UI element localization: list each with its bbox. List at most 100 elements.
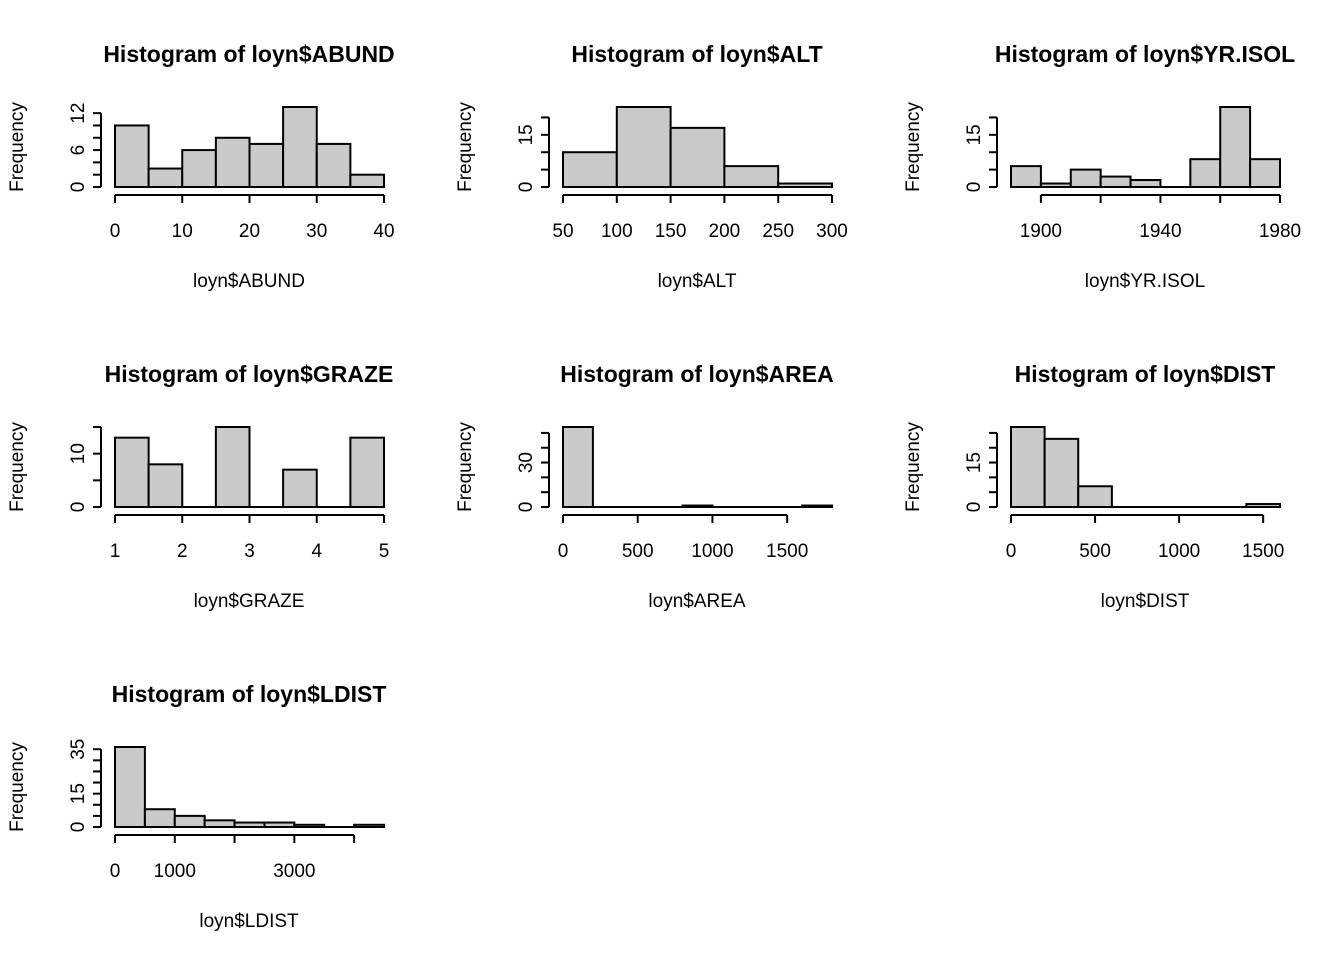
histogram-bar <box>349 436 385 508</box>
x-tick-label: 0 <box>1006 541 1017 562</box>
histogram-bar <box>1010 426 1046 508</box>
chart-title: Histogram of loyn$ABUND <box>103 41 394 67</box>
y-tick-label: 35 <box>68 739 89 760</box>
histogram-bar <box>173 814 206 829</box>
histogram-bar <box>1077 485 1113 508</box>
x-tick-label: 0 <box>110 221 121 242</box>
x-tick-label: 40 <box>373 221 394 242</box>
histogram-bar <box>181 149 217 188</box>
x-tick-label: 20 <box>239 221 260 242</box>
x-tick-label: 1900 <box>1020 221 1062 242</box>
x-tick-label: 10 <box>172 221 193 242</box>
x-tick-label: 50 <box>552 221 573 242</box>
chart-title: Histogram of loyn$DIST <box>1015 361 1276 387</box>
y-tick-label: 0 <box>68 502 89 513</box>
x-axis-label: loyn$GRAZE <box>194 591 305 612</box>
histogram-bar <box>1219 106 1252 188</box>
histogram-panel-6: Histogram of loyn$DIST 0 500 1000 1500 0 15 loy… <box>903 361 1284 612</box>
y-tick-label: 0 <box>516 502 537 513</box>
histogram-bar <box>723 165 780 188</box>
histogram-bar <box>282 106 318 188</box>
histogram-bar <box>214 136 251 188</box>
x-tick-label: 150 <box>655 221 687 242</box>
y-axis-label: Frequency <box>7 742 28 832</box>
y-axis-label: Frequency <box>455 422 476 512</box>
x-axis-label: loyn$DIST <box>1101 591 1190 612</box>
x-tick-label: 300 <box>816 221 848 242</box>
y-tick-label: 0 <box>516 182 537 193</box>
x-tick-label: 1 <box>110 541 121 562</box>
histogram-bar <box>248 142 285 189</box>
x-tick-label: 200 <box>709 221 741 242</box>
histogram-bar <box>214 426 251 508</box>
histogram-bar <box>282 468 318 508</box>
histogram-panel-5: Histogram of loyn$AREA 0 500 1000 1500 0 30 loy… <box>455 361 834 612</box>
histogram-bar <box>114 124 150 188</box>
y-tick-label: 30 <box>516 452 537 473</box>
x-axis-label: loyn$ALT <box>658 271 737 292</box>
histogram-bar <box>315 142 352 189</box>
x-tick-label: 1000 <box>691 541 733 562</box>
histogram-bar <box>1069 168 1102 188</box>
x-axis-label: loyn$YR.ISOL <box>1085 271 1205 292</box>
y-axis-label: Frequency <box>7 102 28 192</box>
histogram-bar <box>1129 179 1162 188</box>
histogram-panel-1: Histogram of loyn$ABUND 0 10 20 30 40 0 6 12 loyn… <box>7 41 395 292</box>
y-tick-label: 0 <box>964 182 985 193</box>
histogram-bar <box>143 808 176 829</box>
chart-title: Histogram of loyn$LDIST <box>112 681 387 707</box>
y-tick-label: 15 <box>68 783 89 804</box>
x-tick-label: 30 <box>306 221 327 242</box>
histogram-panel-3: Histogram of loyn$YR.ISOL 1900 1940 1980 0 15… <box>903 41 1301 292</box>
histogram-bar <box>114 746 146 828</box>
x-tick-label: 1500 <box>1242 541 1284 562</box>
histogram-bar <box>1099 175 1132 188</box>
x-tick-label: 0 <box>558 541 569 562</box>
chart-title: Histogram of loyn$GRAZE <box>105 361 394 387</box>
x-tick-label: 4 <box>311 541 322 562</box>
histogram-panel-2: Histogram of loyn$ALT 50 100 150 200 250 300 0 1… <box>455 41 848 292</box>
histogram-bar <box>1249 158 1281 189</box>
y-axis-label: Frequency <box>7 422 28 512</box>
histogram-panel-7: Histogram of loyn$LDIST 0 1000 3000 0 15 35 loy… <box>7 681 386 932</box>
histogram-bar <box>147 463 184 509</box>
x-tick-label: 3 <box>244 541 255 562</box>
x-axis-label: loyn$AREA <box>648 591 745 612</box>
histogram-bar <box>114 436 150 508</box>
histogram-bar <box>562 426 594 508</box>
y-tick-label: 0 <box>68 822 89 833</box>
x-tick-label: 5 <box>379 541 390 562</box>
x-tick-label: 500 <box>1079 541 1111 562</box>
x-tick-label: 2 <box>177 541 188 562</box>
x-tick-label: 250 <box>762 221 794 242</box>
chart-title: Histogram of loyn$YR.ISOL <box>995 41 1295 67</box>
x-axis-label: loyn$LDIST <box>199 911 299 932</box>
histogram-bar <box>1189 158 1222 189</box>
histogram-bar <box>147 167 184 189</box>
y-tick-label: 15 <box>964 452 985 473</box>
x-axis-label: loyn$ABUND <box>193 271 305 292</box>
histogram-bar <box>615 106 672 188</box>
y-tick-label: 15 <box>964 124 985 145</box>
x-tick-label: 0 <box>110 861 121 882</box>
histogram-bar <box>1010 165 1042 188</box>
y-tick-label: 12 <box>68 103 89 124</box>
y-axis-label: Frequency <box>903 102 924 192</box>
chart-title: Histogram of loyn$AREA <box>560 361 833 387</box>
x-tick-label: 1000 <box>1158 541 1200 562</box>
histogram-bar <box>349 173 385 188</box>
histogram-bar <box>1043 437 1080 508</box>
x-tick-label: 500 <box>622 541 654 562</box>
x-tick-label: 1000 <box>154 861 196 882</box>
x-tick-label: 1940 <box>1139 221 1181 242</box>
y-axis-label: Frequency <box>903 422 924 512</box>
x-tick-label: 3000 <box>273 861 315 882</box>
x-tick-label: 100 <box>601 221 633 242</box>
y-tick-label: 0 <box>964 502 985 513</box>
x-tick-label: 1980 <box>1259 221 1301 242</box>
chart-title: Histogram of loyn$ALT <box>571 41 822 67</box>
histogram-bar <box>669 126 726 189</box>
x-tick-label: 1500 <box>766 541 808 562</box>
histogram-bar <box>562 151 618 188</box>
